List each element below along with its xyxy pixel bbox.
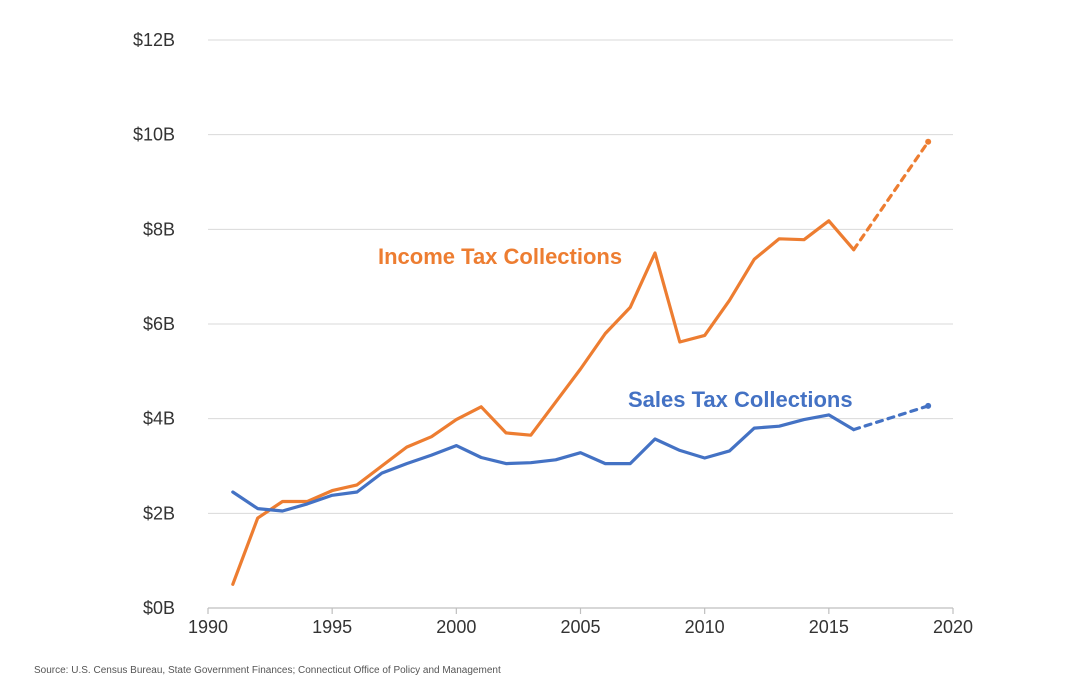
series-labels: Income Tax Collections Sales Tax Collect… [378,244,853,412]
x-tick-label: 2020 [933,617,973,637]
x-tick-label: 1990 [188,617,228,637]
series-line-sales-tax [231,413,856,513]
x-tick-label: 2015 [809,617,849,637]
projection-endpoint-sales-tax [925,402,932,409]
series-label-income-tax: Income Tax Collections [378,244,622,269]
x-tick-label: 2010 [685,617,725,637]
projection-line-sales-tax [852,404,930,432]
y-tick-label: $12B [133,30,175,50]
series-line-income-tax [231,219,856,586]
x-tick-label: 2000 [436,617,476,637]
x-tick-label: 1995 [312,617,352,637]
y-tick-label: $4B [143,409,175,429]
x-tick-label: 2005 [560,617,600,637]
y-tick-label: $2B [143,503,175,523]
y-tick-label: $6B [143,314,175,334]
series-label-sales-tax: Sales Tax Collections [628,387,853,412]
y-tick-label: $10B [133,125,175,145]
projection-endpoint-income-tax [925,138,932,145]
axes: $0B $2B $4B $6B $8B $10B $12B 1990 1995 2000 2005 2… [133,30,973,637]
source-note: Source: U.S. Census Bureau, State Govern… [34,665,501,676]
series-lines [231,138,932,586]
gridlines [208,39,953,514]
y-tick-label: $0B [143,598,175,618]
projection-line-income-tax [852,140,930,252]
y-tick-label: $8B [143,219,175,239]
